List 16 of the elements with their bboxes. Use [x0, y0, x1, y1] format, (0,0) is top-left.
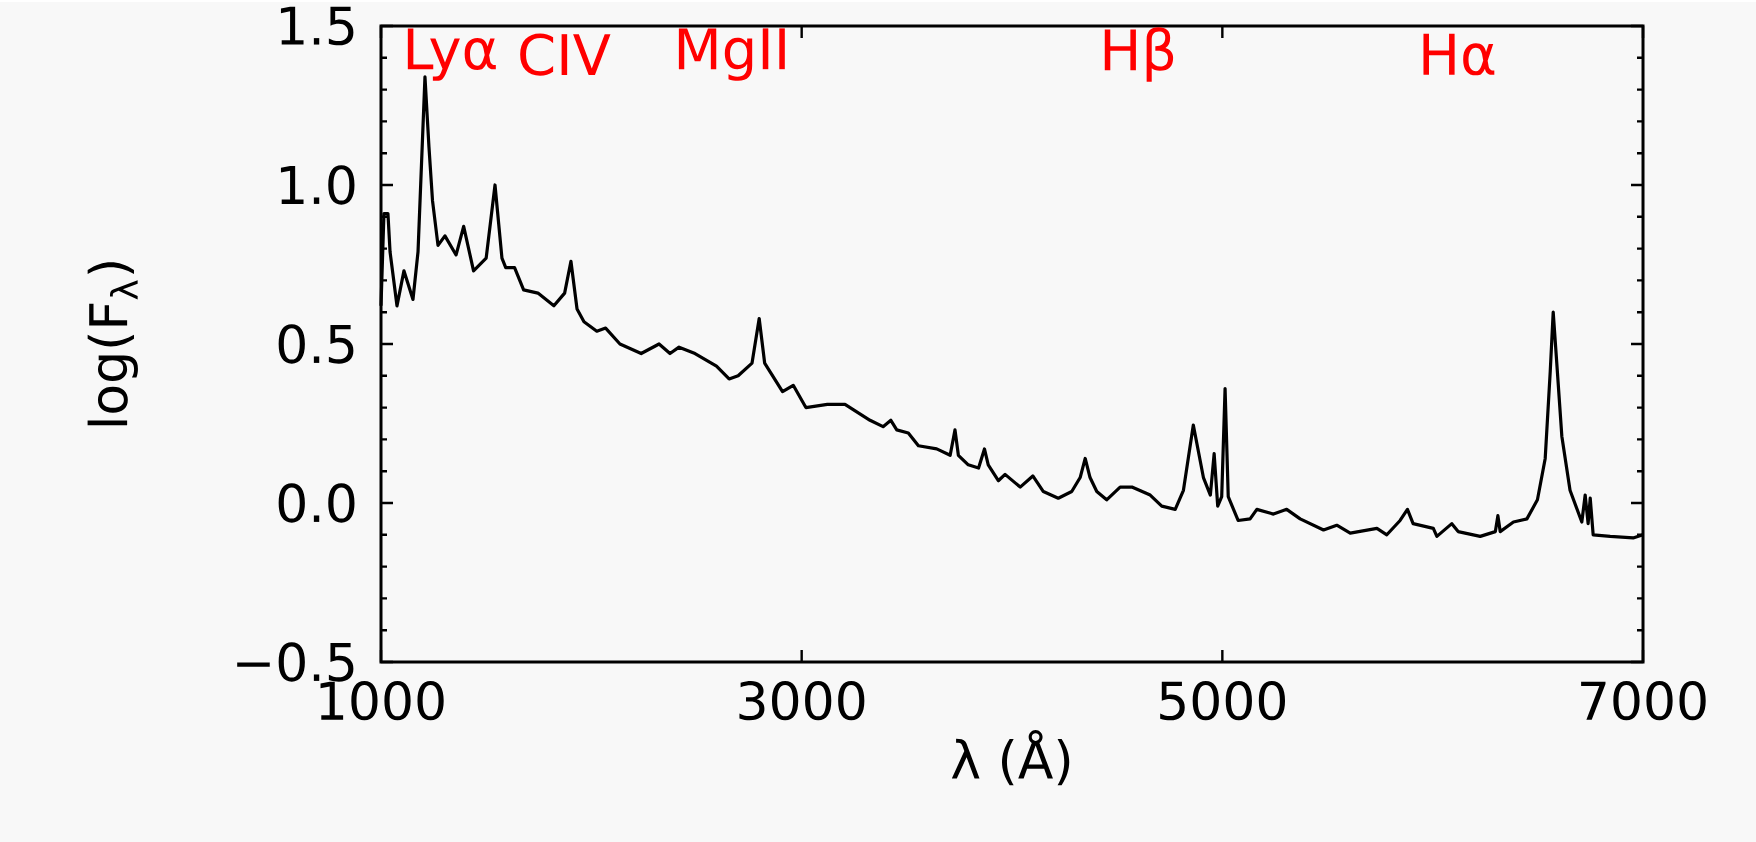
x-tick-label: 3000 [739, 681, 865, 721]
y-tick-label: 0.0 [278, 483, 355, 523]
x-axis-title: λ (Å) [951, 730, 1070, 786]
x-tick-label: 1000 [320, 681, 444, 721]
y-tick-label: 1.5 [280, 6, 354, 46]
y-tick-label: −0.5 [237, 642, 354, 682]
annotation: MgII [678, 28, 785, 81]
annotation: CIV [520, 33, 611, 76]
y-axis-title: log(F$_{λ}$) [87, 262, 138, 426]
y-tick-label: 1.0 [280, 165, 355, 205]
x-tick-label: 7000 [1581, 681, 1706, 721]
annotation: Hα [1423, 33, 1495, 76]
x-tick-label: 5000 [1160, 681, 1286, 721]
annotation: Lyα [407, 28, 496, 81]
y-tick-label: 0.5 [278, 324, 354, 364]
annotation: Hβ [1104, 27, 1174, 82]
